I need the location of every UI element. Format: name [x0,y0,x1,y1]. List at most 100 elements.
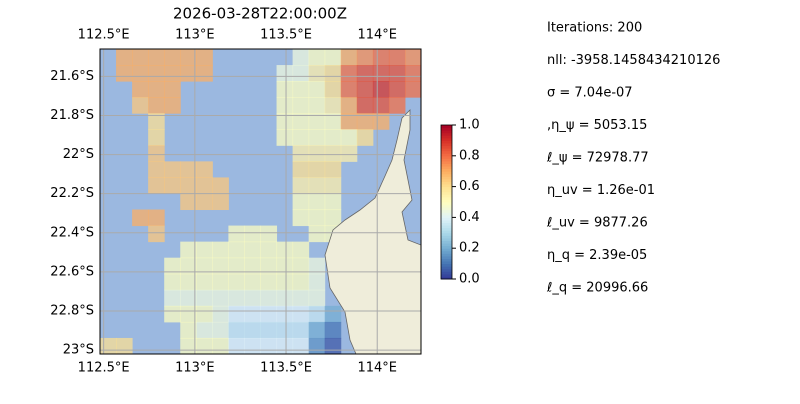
cell [276,289,294,307]
cell [212,257,229,275]
cell [356,97,374,114]
cell [196,257,213,275]
cell [244,225,261,243]
cell [372,81,390,98]
cell [196,273,213,291]
info-text: ℓ_uv = 9877.26 [546,216,648,231]
cell [308,177,326,194]
cell [324,193,342,211]
cell [340,81,358,98]
cell [164,289,181,307]
cell [148,49,165,66]
colorbar-step [441,258,452,262]
cell [340,49,358,66]
x-tick-label: 113.5°E [260,361,312,376]
cell [164,305,181,323]
cell [308,81,326,98]
cell [116,337,133,354]
colorbar-step [441,176,452,180]
cell [292,321,310,339]
cell [324,321,342,339]
colorbar-frame [440,124,453,280]
colorbar-tick-label: 0.0 [459,272,480,287]
cell [308,273,326,291]
cell [372,97,390,114]
cell [356,49,374,66]
land [324,109,421,354]
colorbar-step [441,166,452,170]
colorbar-step [441,214,452,218]
cell [388,81,406,98]
info-text: η_uv = 1.26e-01 [547,183,655,198]
colorbar-step [441,232,452,236]
cell [308,193,326,211]
cell [228,289,245,307]
cell [196,177,213,194]
colorbar-step [441,204,452,208]
cell [356,129,374,146]
colorbar-tick-label: 0.6 [459,179,480,194]
cell [180,257,197,275]
cell [292,129,310,146]
cell [196,65,213,82]
cell [404,49,421,66]
colorbar-step [441,153,452,157]
cell [292,97,310,114]
colorbar-step [441,253,452,257]
colorbar-step [441,184,452,188]
cell [148,145,165,162]
cell [132,81,149,98]
cell [212,241,229,259]
colorbar-step [441,150,452,154]
cell [180,273,197,291]
cell [180,65,197,82]
colorbar-step [441,273,452,277]
cell [356,81,374,98]
colorbar-step [441,196,452,200]
cell [132,65,149,82]
colorbar-step [441,135,452,139]
cell [244,305,261,323]
cell [148,81,165,98]
colorbar-step [441,132,452,136]
colorbar-step [441,130,452,134]
colorbar-step [441,158,452,162]
colorbar-step [441,142,452,147]
cell [212,289,229,307]
cell [324,161,342,178]
colorbar-step [441,160,452,164]
cell [196,305,213,323]
cell [404,81,421,98]
cell [340,97,358,114]
colorbar-step [441,209,452,213]
colorbar-step [441,163,452,167]
cell [148,209,165,227]
cell [292,81,310,98]
cell [292,273,310,291]
cell [180,193,197,211]
cell [148,97,165,114]
y-tick-label: 22.8°S [50,303,94,318]
cell [388,65,406,82]
cell [276,81,294,98]
cell [340,145,358,162]
cell [276,129,294,146]
cell [228,321,245,339]
info-text: η_q = 2.39e-05 [547,248,647,263]
cell [212,337,229,354]
cell [260,225,278,243]
cell [292,193,310,211]
cell [388,49,406,66]
colorbar-step [441,248,452,252]
cell [244,289,261,307]
cell [308,305,326,323]
cell [196,321,213,339]
cell [196,193,213,211]
cell [180,177,197,194]
colorbar-step [441,217,452,221]
cell [180,337,197,354]
cell [372,65,390,82]
cell [308,337,326,354]
cell [180,289,197,307]
info-text: ℓ_q = 20996.66 [546,281,648,296]
